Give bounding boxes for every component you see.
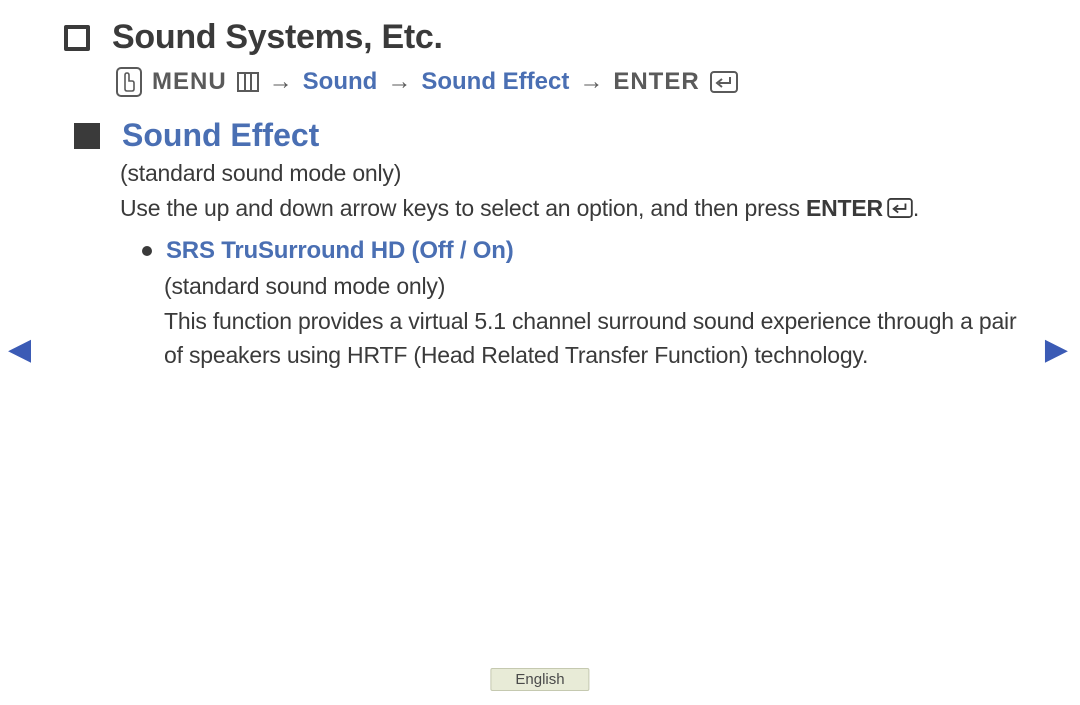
prev-page-button[interactable]: ◀ [8, 335, 31, 365]
breadcrumb: MENU → Sound → Sound Effect → ENTER [116, 67, 1020, 97]
section-instruction: Use the up and down arrow keys to select… [120, 191, 1020, 226]
breadcrumb-enter: ENTER [613, 68, 699, 96]
page-title: Sound Systems, Etc. [112, 18, 443, 57]
next-page-button[interactable]: ▶ [1045, 335, 1068, 365]
breadcrumb-sound-effect: Sound Effect [421, 68, 569, 96]
section-marker-solid-icon [74, 123, 100, 149]
breadcrumb-arrow: → [387, 68, 411, 96]
enter-key-icon [887, 198, 913, 218]
breadcrumb-menu: MENU [152, 68, 227, 96]
sub-heading: SRS TruSurround HD (Off / On) [166, 233, 514, 269]
instruction-text-pre: Use the up and down arrow keys to select… [120, 195, 806, 221]
breadcrumb-sound: Sound [303, 68, 378, 96]
section-note: (standard sound mode only) [120, 156, 1020, 191]
instruction-text-post: . [913, 195, 919, 221]
instruction-enter-bold: ENTER [806, 195, 883, 221]
enter-key-icon [710, 71, 738, 93]
breadcrumb-arrow: → [579, 68, 603, 96]
section-marker-outline-icon [64, 25, 90, 51]
language-badge: English [490, 668, 589, 691]
sub-note: (standard sound mode only) [164, 269, 1020, 304]
section-heading: Sound Effect [122, 117, 319, 154]
remote-hand-icon [116, 67, 142, 97]
sub-description: This function provides a virtual 5.1 cha… [164, 304, 1020, 373]
bullet-icon [142, 246, 152, 256]
breadcrumb-arrow: → [269, 68, 293, 96]
menu-grid-icon [237, 72, 259, 92]
